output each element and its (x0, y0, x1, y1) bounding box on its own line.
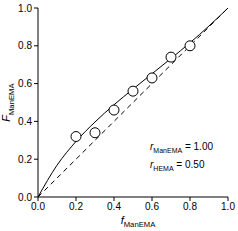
html-text:rHEMA= 0.50: rHEMA= 0.50 (150, 159, 205, 172)
svg-text:0.6: 0.6 (145, 201, 159, 212)
html-text:fManEMA: fManEMA (120, 214, 156, 230)
svg-text:0.2: 0.2 (18, 154, 32, 165)
svg-text:0.0: 0.0 (18, 192, 32, 203)
svg-text:0.8: 0.8 (18, 40, 32, 51)
html-text:F: F (0, 115, 13, 122)
svg-text:1.0: 1.0 (221, 201, 230, 212)
svg-text:0.0: 0.0 (31, 201, 45, 212)
html-text:ManEMA: ManEMA (6, 83, 16, 115)
svg-text:0.4: 0.4 (18, 116, 32, 127)
svg-text:0.8: 0.8 (183, 201, 197, 212)
html-text:rManEMA= 1.00: rManEMA= 1.00 (150, 141, 213, 154)
svg-text:1.0: 1.0 (18, 3, 32, 14)
svg-text:0.2: 0.2 (69, 201, 83, 212)
svg-text:0.6: 0.6 (18, 78, 32, 89)
svg-text:0.4: 0.4 (107, 201, 121, 212)
